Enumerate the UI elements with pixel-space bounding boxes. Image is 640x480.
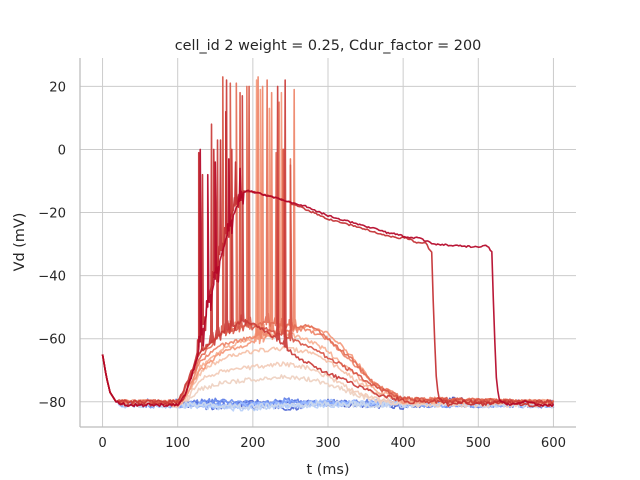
voltage-trace — [101, 79, 554, 405]
y-axis-label: Vd (mV) — [12, 213, 28, 272]
y-tick-label: −40 — [38, 270, 66, 285]
chart-title: cell_id 2 weight = 0.25, Cdur_factor = 2… — [175, 38, 482, 54]
voltage-trace — [101, 79, 554, 405]
y-tick-label: 0 — [58, 143, 66, 158]
y-tick-label: −80 — [38, 396, 66, 411]
axes — [79, 58, 576, 428]
x-tick-label: 400 — [391, 436, 416, 451]
x-tick-label: 300 — [315, 436, 340, 451]
x-tick-labels: 0 100 200 300 400 500 600 — [98, 436, 566, 451]
y-tick-labels: 20 0 −20 −40 −60 −80 — [38, 80, 66, 410]
y-tick-label: 20 — [49, 80, 66, 95]
x-tick-label: 200 — [240, 436, 265, 451]
x-tick-label: 0 — [98, 436, 106, 451]
x-tick-label: 500 — [466, 436, 491, 451]
voltage-trace — [101, 110, 554, 408]
voltage-traces — [101, 76, 555, 412]
y-tick-label: −20 — [38, 207, 66, 222]
x-tick-label: 600 — [541, 436, 566, 451]
x-tick-label: 100 — [165, 436, 190, 451]
y-tick-label: −60 — [38, 333, 66, 348]
x-axis-label: t (ms) — [307, 462, 350, 478]
voltage-trace — [101, 148, 555, 408]
